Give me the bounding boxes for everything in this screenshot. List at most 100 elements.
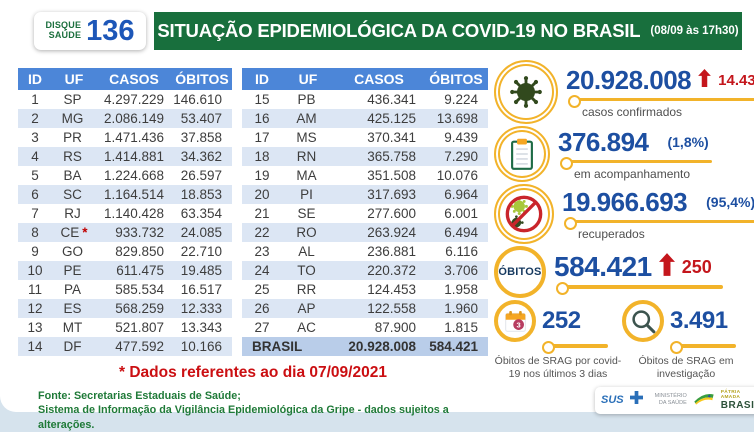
table-header: ID UF CASOS ÓBITOS [18,68,232,90]
data-reference-note: * Dados referentes ao dia 07/09/2021 [119,364,387,381]
logo-line1: DISQUE [45,20,82,31]
cell-uf: MT [62,320,83,335]
underline [542,341,608,353]
monitoring-percent: (1,8%) [667,134,709,151]
cell-casos: 277.600 [367,206,416,221]
cell-obitos: 6.494 [444,225,478,240]
logo-line2: SAÚDE [48,30,82,40]
cell-id: 9 [31,244,39,259]
no-virus-icon [494,184,554,244]
main-area: ID UF CASOS ÓBITOS 1 SP 4.297.229 146.6 [0,52,754,432]
table-row: 16 AM 425.125 13.698 [242,109,488,128]
cell-casos: 2.086.149 [103,111,164,126]
stat-srag-deaths: 3 252 Óbitos de SRAG por covid-19 nos úl… [494,300,622,381]
cell-uf: MG [61,111,84,126]
cell-casos: 436.341 [367,92,416,107]
cell-uf: RJ [64,206,81,221]
col-uf: UF [298,71,318,87]
stats-panel: 20.928.008 14.430 casos confirmados [488,60,754,432]
table-row: 15 PB 436.341 9.224 [242,90,488,109]
cell-obitos: 6.116 [445,244,478,259]
state-tables: ID UF CASOS ÓBITOS 1 SP 4.297.229 146.6 [18,68,488,356]
cell-id: 14 [27,339,43,354]
clipboard-icon [494,126,550,182]
col-casos: CASOS [354,71,404,87]
srag-investigation-label: Óbitos de SRAG em investigação [638,354,734,380]
cell-id: 26 [254,301,270,316]
stat-recovered: 19.966.693 (95,4%) recuperados [494,184,754,244]
disque-saude-label: DISQUE SAÚDE [45,21,81,40]
cell-id: 5 [31,168,39,183]
table-row: 2 MG 2.086.149 53.407 [18,109,232,128]
col-obitos: ÓBITOS [429,71,483,87]
table-row: 25 RR 124.453 1.958 [242,280,488,299]
table-row: 19 MA 351.508 10.076 [242,166,488,185]
cell-casos: 124.453 [367,282,416,297]
cell-uf: AL [298,244,315,259]
cell-id: 27 [254,320,270,335]
cell-obitos: 37.858 [180,130,222,145]
cell-uf: GO [61,244,83,259]
page-title: SITUAÇÃO EPIDEMIOLÓGICA DA COVID-19 NO B… [157,20,641,41]
cell-obitos: 19.485 [180,263,222,278]
stat-deaths: ÓBITOS 584.421 250 [494,246,754,298]
cell-obitos: 16.517 [180,282,222,297]
cell-uf: MA [296,168,317,183]
col-obitos: ÓBITOS [175,71,229,87]
cell-id: 19 [254,168,270,183]
cell-id: 24 [254,263,270,278]
cell-id: 22 [254,225,270,240]
cell-id: 1 [31,92,39,107]
cell-obitos: 22.710 [180,244,222,259]
cell-id: 21 [254,206,270,221]
table-row: 9 GO 829.850 22.710 [18,242,232,261]
table-row: 18 RN 365.758 7.290 [242,147,488,166]
total-casos: 20.928.008 [348,339,416,354]
cell-casos: 236.881 [367,244,416,259]
source-line1: Fonte: Secretarias Estaduais de Saúde; [38,390,241,402]
cell-obitos: 53.407 [180,111,222,126]
recovered-label: recuperados [578,227,645,242]
cell-casos: 122.558 [367,301,416,316]
cell-uf: BA [63,168,82,183]
cell-casos: 477.592 [115,339,164,354]
cell-id: 17 [254,130,270,145]
srag-deaths-value: 252 [542,307,581,334]
underline [670,341,736,353]
stat-confirmed-cases: 20.928.008 14.430 casos confirmados [494,60,754,124]
brazil-flag-icon [693,391,715,410]
cell-id: 16 [254,111,270,126]
confirmed-cases-value: 20.928.008 [566,64,692,95]
table-row: 6 SC 1.164.514 18.853 [18,185,232,204]
table-row: 8 CE * 933.732 24.085 [18,223,232,242]
source-note: Fonte: Secretarias Estaduais de Saúde; S… [38,389,488,432]
cell-id: 6 [31,187,39,202]
col-casos: CASOS [109,71,159,87]
tables-column: ID UF CASOS ÓBITOS 1 SP 4.297.229 146.6 [18,68,488,432]
monitoring-value: 376.894 [558,126,649,157]
cell-casos: 1.471.436 [103,130,164,145]
ministry-label: MINISTÉRIO DA SAÚDE [654,393,687,407]
cell-casos: 521.807 [115,320,164,335]
cell-casos: 585.534 [115,282,164,297]
cell-casos: 568.259 [115,301,164,316]
stat-srag-investigation: 3.491 Óbitos de SRAG em investigação [622,300,750,381]
cell-obitos: 10.166 [180,339,222,354]
cell-uf: AP [297,301,316,316]
government-logos: SUS MINISTÉRIO DA SAÚDE PÁTRIA AMADA BRA… [595,386,754,414]
cell-uf: CE * [60,225,88,240]
cell-id: 8 [31,225,39,240]
table-row: 1 SP 4.297.229 146.610 [18,90,232,109]
cell-obitos: 1.958 [444,282,478,297]
cell-obitos: 63.354 [180,206,222,221]
cell-id: 18 [254,149,270,164]
table-row: 20 PI 317.693 6.964 [242,185,488,204]
table-row: 3 PR 1.471.436 37.858 [18,128,232,147]
col-id: ID [28,71,42,87]
cell-id: 20 [254,187,270,202]
confirmed-cases-delta: 14.430 [718,71,754,89]
cell-id: 2 [31,111,39,126]
virus-icon [494,60,558,124]
cell-obitos: 6.964 [444,187,478,202]
cell-casos: 1.224.668 [103,168,164,183]
